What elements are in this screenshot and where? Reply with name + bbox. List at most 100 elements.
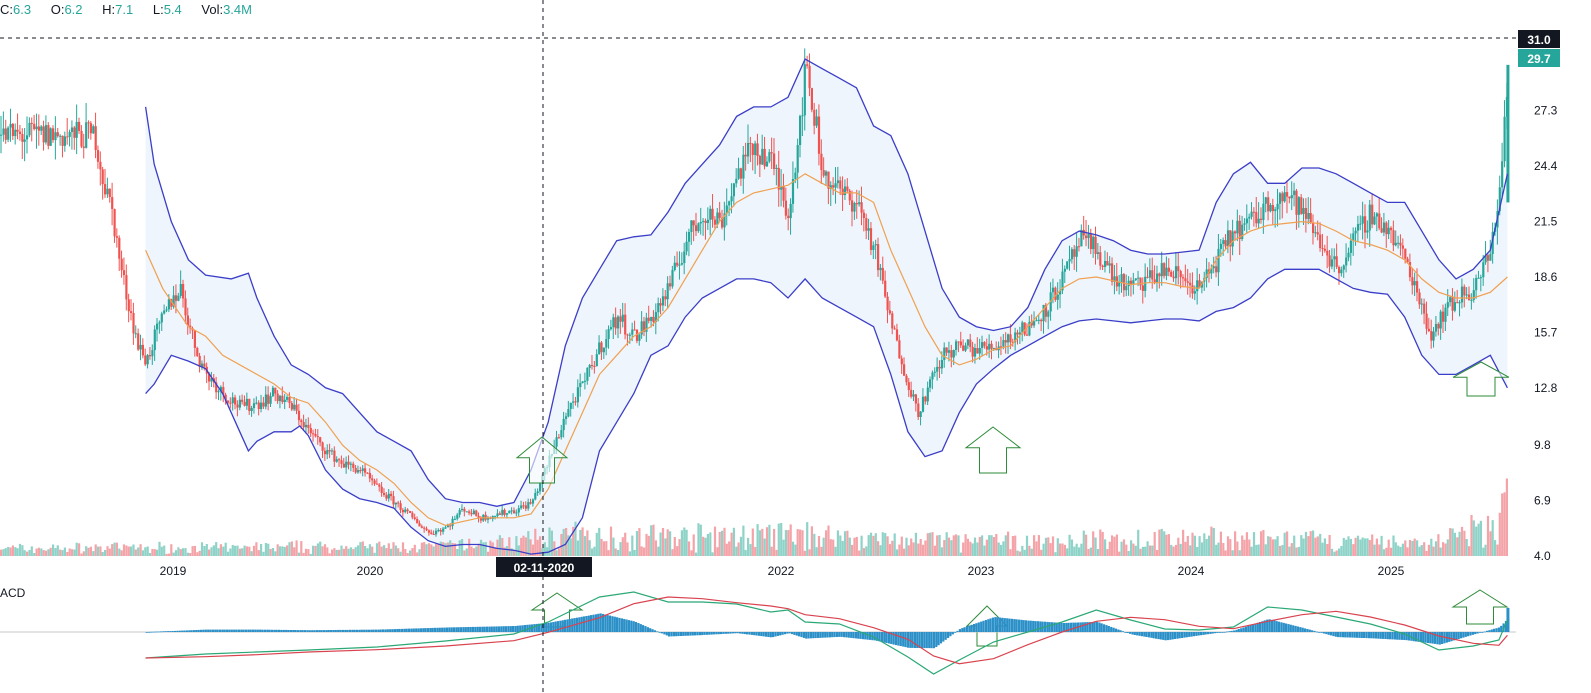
candle-body bbox=[1278, 193, 1282, 204]
volume-bar bbox=[898, 544, 901, 556]
volume-bar bbox=[789, 524, 792, 556]
candle-body bbox=[281, 395, 284, 402]
volume-bar bbox=[825, 530, 828, 556]
candle-body bbox=[118, 237, 121, 259]
candle-body bbox=[562, 418, 565, 431]
candle-body bbox=[529, 502, 532, 504]
candle-body bbox=[219, 387, 222, 392]
candle-body bbox=[650, 316, 653, 321]
candle-body bbox=[125, 275, 128, 300]
macd-histogram-bar bbox=[587, 615, 590, 632]
candle-body bbox=[96, 150, 100, 162]
volume-bar bbox=[383, 545, 386, 556]
candle-body bbox=[1501, 161, 1504, 188]
volume-bar bbox=[427, 543, 431, 556]
macd-histogram-bar bbox=[422, 628, 425, 632]
volume-bar bbox=[264, 543, 267, 556]
candle-body bbox=[645, 317, 648, 332]
macd-histogram-bar bbox=[1256, 622, 1259, 632]
macd-histogram-bar bbox=[925, 632, 928, 649]
macd-histogram-bar bbox=[928, 632, 931, 649]
volume-bar bbox=[560, 534, 563, 556]
volume-bar bbox=[607, 550, 610, 556]
volume-bar bbox=[54, 548, 57, 556]
candle-body bbox=[307, 424, 310, 428]
candle-body bbox=[1437, 324, 1440, 329]
candle-body bbox=[1309, 213, 1312, 224]
volume-bar bbox=[1451, 528, 1454, 556]
macd-histogram-bar bbox=[1190, 632, 1193, 637]
y-tick-label: 15.7 bbox=[1534, 325, 1558, 339]
macd-histogram-bar bbox=[705, 632, 709, 635]
candle-body bbox=[1118, 282, 1121, 287]
macd-histogram-bar bbox=[708, 632, 711, 635]
volume-bar bbox=[1356, 535, 1360, 556]
volume-bar bbox=[1475, 526, 1478, 556]
candle-body bbox=[1446, 302, 1449, 308]
macd-histogram-bar bbox=[824, 632, 827, 638]
volume-bar bbox=[891, 540, 894, 556]
volume-bar bbox=[1283, 532, 1286, 556]
macd-histogram-bar bbox=[1058, 622, 1061, 632]
volume-bar bbox=[983, 545, 986, 556]
macd-histogram-bar bbox=[805, 632, 808, 639]
macd-histogram-bar bbox=[360, 629, 363, 632]
volume-bar bbox=[654, 540, 657, 556]
macd-histogram-bar bbox=[1117, 629, 1120, 632]
macd-histogram-bar bbox=[965, 626, 969, 632]
macd-histogram-bar bbox=[1417, 632, 1420, 642]
volume-bar bbox=[1033, 535, 1036, 556]
macd-histogram-bar bbox=[417, 628, 420, 632]
candle-body bbox=[912, 394, 915, 397]
volume-bar bbox=[742, 525, 745, 556]
candle-body bbox=[1148, 270, 1152, 278]
volume-bar bbox=[1087, 548, 1090, 556]
volume-bar bbox=[877, 541, 880, 556]
candle-body bbox=[621, 314, 624, 322]
volume-bar bbox=[491, 542, 494, 556]
candle-body bbox=[297, 410, 301, 421]
macd-histogram-bar bbox=[185, 630, 188, 632]
volume-bar bbox=[186, 552, 189, 556]
volume-bar bbox=[1016, 550, 1019, 556]
volume-bar bbox=[28, 550, 31, 556]
macd-histogram-bar bbox=[1195, 632, 1198, 636]
volume-bar bbox=[494, 547, 497, 556]
macd-histogram-bar bbox=[1173, 632, 1177, 639]
volume-bar bbox=[26, 551, 29, 556]
volume-bar bbox=[874, 533, 877, 556]
candle-body bbox=[385, 495, 388, 499]
candle-body bbox=[988, 343, 991, 350]
volume-bar bbox=[52, 544, 55, 556]
volume-bar bbox=[695, 552, 698, 556]
macd-histogram-bar bbox=[1209, 632, 1212, 634]
volume-bar bbox=[555, 550, 558, 556]
candle-body bbox=[323, 450, 327, 455]
macd-histogram-bar bbox=[348, 629, 352, 632]
macd-histogram-bar bbox=[460, 627, 463, 632]
volume-bar bbox=[1208, 535, 1211, 556]
candle-body bbox=[37, 126, 40, 131]
volume-bar bbox=[754, 546, 757, 556]
macd-histogram-bar bbox=[1124, 632, 1127, 633]
volume-bar bbox=[1238, 550, 1241, 556]
candle-body bbox=[1293, 190, 1296, 196]
volume-bar bbox=[35, 548, 38, 556]
volume-bar bbox=[283, 546, 286, 556]
candle-body bbox=[1186, 281, 1189, 283]
volume-bar bbox=[536, 539, 539, 556]
macd-histogram-bar bbox=[918, 632, 921, 648]
volume-bar bbox=[1338, 548, 1341, 556]
macd-histogram-bar bbox=[1351, 632, 1354, 638]
candle-body bbox=[1392, 230, 1395, 246]
volume-bar bbox=[1267, 536, 1270, 556]
macd-histogram-bar bbox=[322, 630, 326, 632]
macd-histogram-bar bbox=[1067, 622, 1070, 632]
volume-bar bbox=[921, 544, 925, 556]
macd-histogram-bar bbox=[370, 629, 373, 632]
macd-histogram-bar bbox=[547, 622, 550, 632]
macd-histogram-bar bbox=[240, 629, 243, 632]
candle-body bbox=[1257, 218, 1260, 224]
volume-bar bbox=[184, 548, 187, 556]
